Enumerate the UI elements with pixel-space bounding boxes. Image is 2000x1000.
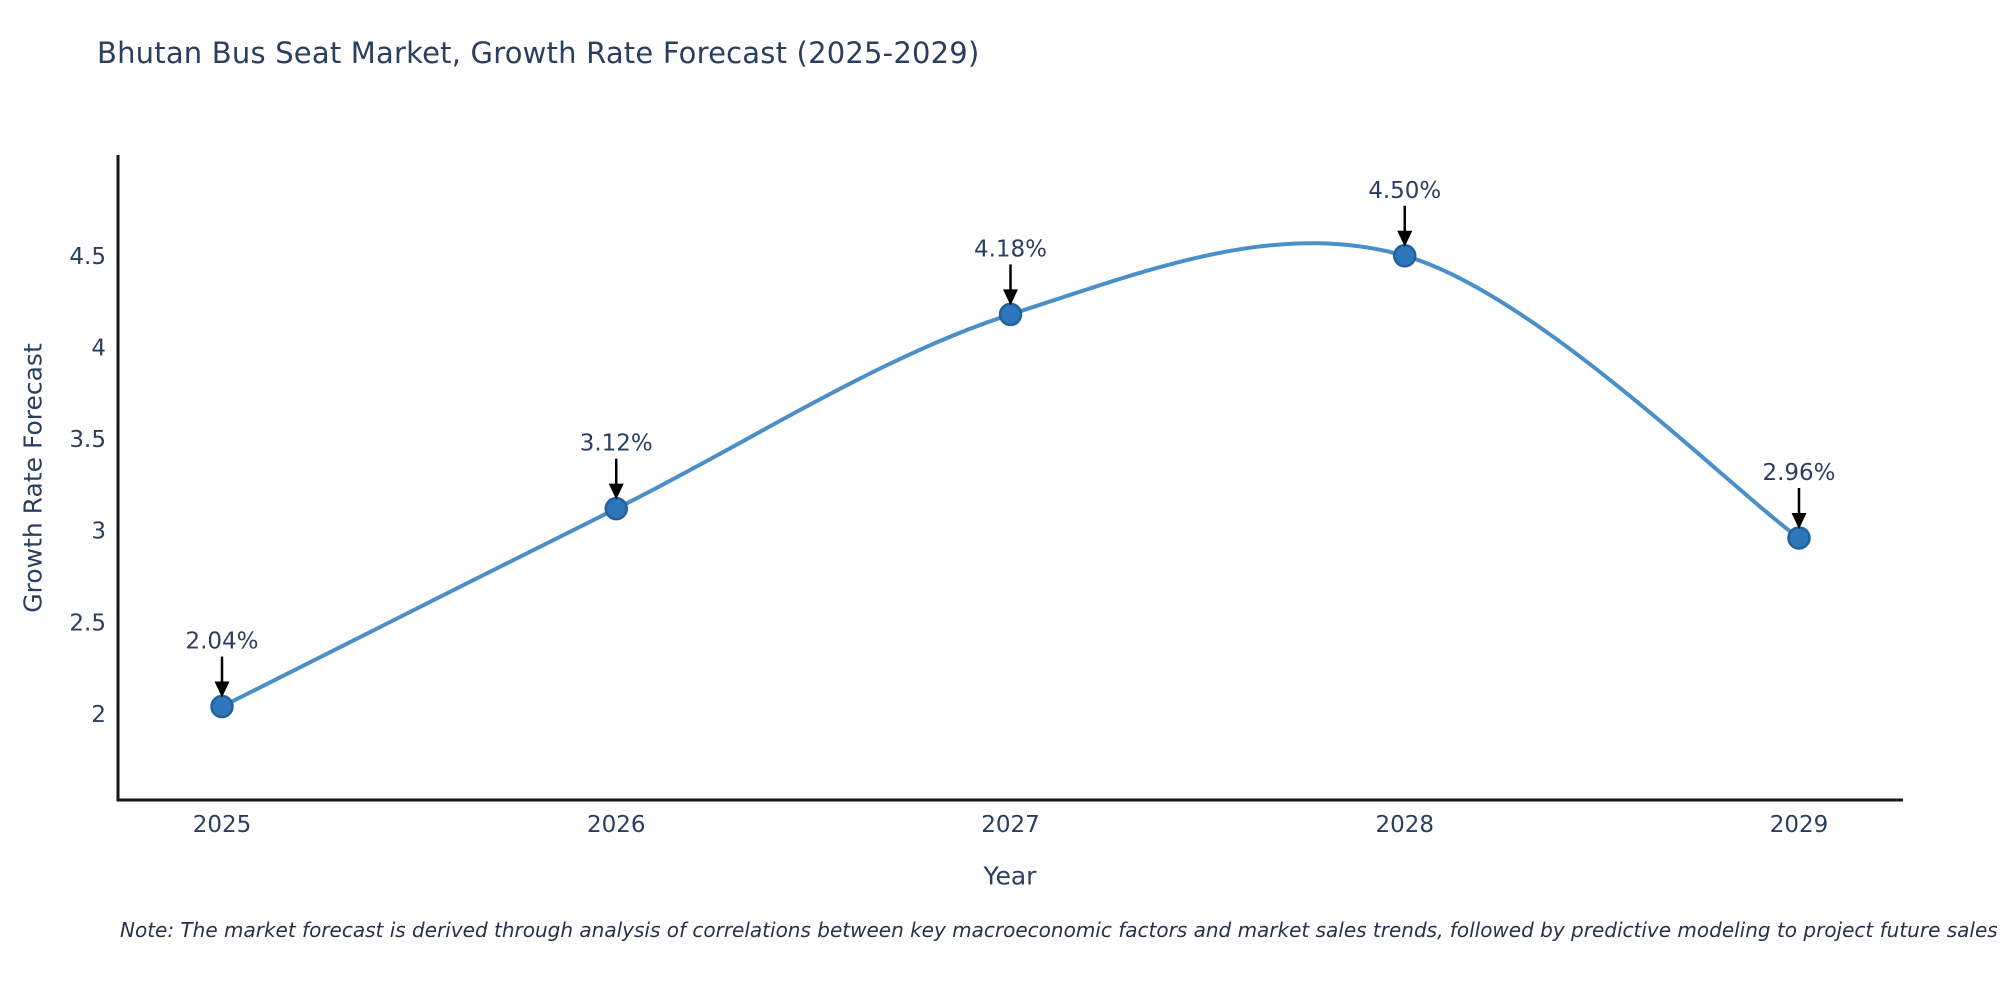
x-tick-label: 2026: [587, 812, 646, 838]
data-point-label: 3.12%: [580, 431, 653, 457]
annotation-arrow-head: [214, 681, 230, 698]
data-point-label: 2.04%: [185, 629, 258, 655]
chart-title: Bhutan Bus Seat Market, Growth Rate Fore…: [97, 36, 980, 70]
data-point-marker[interactable]: [998, 302, 1023, 327]
data-point-label: 4.50%: [1368, 178, 1441, 204]
x-tick-label: 2029: [1770, 812, 1829, 838]
footnote: Note: The market forecast is derived thr…: [120, 918, 1998, 942]
annotation-arrow-head: [1791, 512, 1807, 529]
x-axis-title: Year: [983, 861, 1037, 891]
y-tick-label: 3.5: [69, 427, 106, 453]
y-tick-label: 2: [91, 702, 106, 728]
data-point-label: 4.18%: [974, 236, 1047, 262]
y-tick-label: 4.5: [69, 244, 106, 270]
y-tick-label: 3: [91, 519, 106, 545]
data-point-label: 2.96%: [1762, 460, 1835, 486]
x-tick-label: 2028: [1375, 812, 1434, 838]
annotation-arrow-head: [1003, 289, 1018, 306]
data-point-marker[interactable]: [604, 496, 628, 521]
y-axis-title: Growth Rate Forecast: [18, 343, 48, 613]
annotation-arrow-head: [1397, 230, 1413, 247]
data-point-marker[interactable]: [1393, 244, 1417, 268]
data-point-marker[interactable]: [210, 694, 234, 719]
x-tick-label: 2027: [981, 812, 1040, 838]
annotation-arrow-head: [608, 483, 624, 500]
y-tick-label: 4: [91, 335, 106, 361]
y-tick-label: 2.5: [69, 610, 106, 636]
data-point-marker[interactable]: [1787, 526, 1811, 550]
x-tick-label: 2025: [193, 812, 252, 838]
